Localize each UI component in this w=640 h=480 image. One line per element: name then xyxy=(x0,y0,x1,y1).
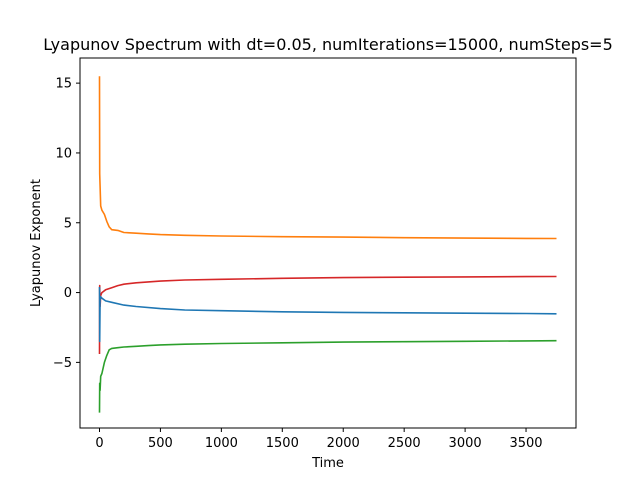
x-tick-label: 0 xyxy=(95,436,103,451)
y-tick-label: 5 xyxy=(64,216,72,231)
y-tick-label: −5 xyxy=(53,356,72,371)
x-tick-label: 1500 xyxy=(266,436,299,451)
y-tick-label: 0 xyxy=(64,286,72,301)
x-axis: 0 500 1000 1500 2000 2500 3000 3500 xyxy=(95,428,543,451)
x-tick-label: 1000 xyxy=(205,436,238,451)
series-line-1 xyxy=(98,76,557,240)
series-line-3 xyxy=(98,286,557,343)
plot-frame xyxy=(79,57,577,429)
chart-title: Lyapunov Spectrum with dt=0.05, numItera… xyxy=(43,35,613,54)
series-layer xyxy=(98,76,557,413)
y-tick-label: 10 xyxy=(55,146,72,161)
y-tick-label: 15 xyxy=(55,77,72,92)
x-tick-label: 500 xyxy=(148,436,173,451)
x-tick-label: 3500 xyxy=(509,436,542,451)
x-tick-label: 2000 xyxy=(327,436,360,451)
x-tick-label: 2500 xyxy=(388,436,421,451)
x-tick-label: 3000 xyxy=(449,436,482,451)
y-axis: −5 0 5 10 15 xyxy=(53,77,80,371)
y-axis-label: Lyapunov Exponent xyxy=(29,179,44,307)
series-line-4 xyxy=(98,339,557,413)
x-axis-label: Time xyxy=(311,456,344,471)
series-line-2 xyxy=(98,275,557,355)
